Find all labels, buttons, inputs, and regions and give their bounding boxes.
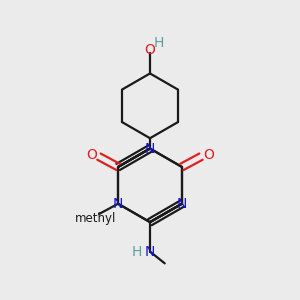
Text: O: O	[203, 148, 214, 162]
Text: O: O	[86, 148, 97, 162]
Text: methyl: methyl	[75, 212, 117, 225]
Text: N: N	[177, 197, 187, 211]
Text: N: N	[145, 244, 155, 259]
Text: H: H	[132, 244, 142, 259]
Text: N: N	[145, 142, 155, 155]
Text: O: O	[145, 43, 155, 57]
Text: N: N	[113, 197, 123, 211]
Text: H: H	[154, 35, 164, 50]
